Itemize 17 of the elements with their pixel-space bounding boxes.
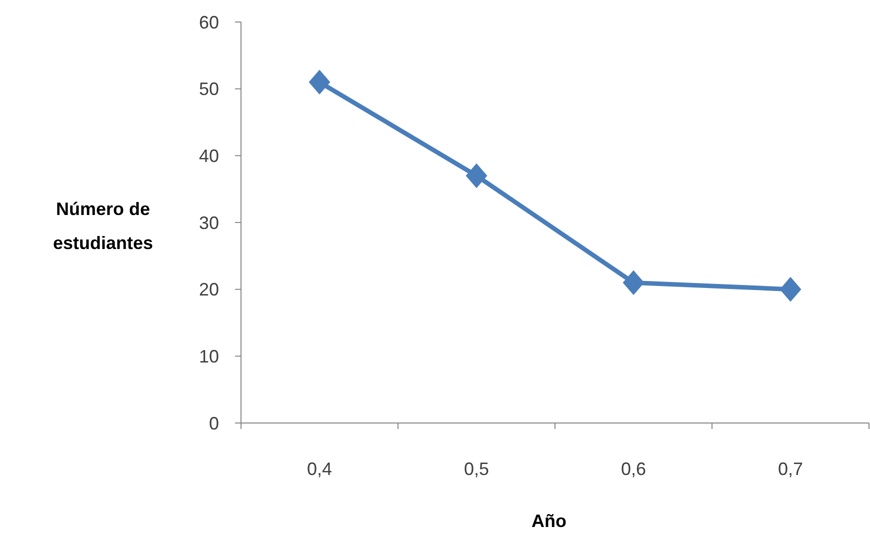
y-tick-label: 10 [198,346,219,366]
y-tick-label: 30 [198,212,219,233]
y-tick-label: 20 [198,280,219,300]
x-axis-title: Año [532,511,566,531]
y-tick-label: 0 [208,413,219,434]
y-tick-label: 60 [198,12,219,32]
point [780,277,801,302]
point [466,164,487,188]
x-tick-label: 0,4 [306,459,332,479]
y-tick-label: 50 [198,79,219,100]
x-tick-label: 0,6 [620,459,646,479]
x-tick-label: 0,5 [464,459,490,479]
y-axis-title: Número de estudiantes [52,199,154,253]
x-tick-label: 0,7 [778,459,804,479]
y-tick-label: 40 [198,146,219,166]
point [309,70,330,94]
point [623,270,644,295]
